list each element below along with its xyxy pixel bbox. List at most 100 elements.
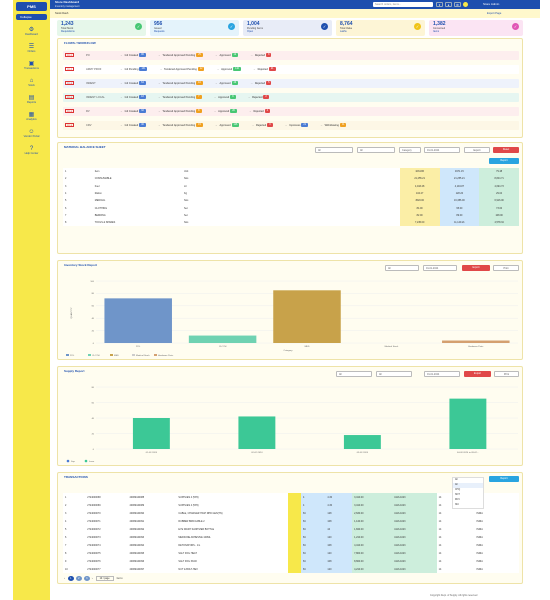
search-input[interactable]: Search orders, items... [373,2,433,7]
stat-card[interactable]: 8,764 Total Value Lakhs ✓ [336,20,425,36]
table-row[interactable]: 9 2724000076 40069440096 SALT FOIL PACK 84 10… [63,557,519,565]
category-select[interactable]: Category [399,147,421,153]
workflow-row[interactable]: PO-2 ARMY PROF → Ind Pending 131 → Tendered Ap… [63,65,519,74]
workflow-step[interactable]: → Withdrawing 11 [320,121,352,130]
table-row[interactable]: 2 2724000069 40069440089 SUPPLIES 4 (5X5) 4 4… [63,501,519,509]
workflow-row[interactable]: PO-5 RV → Ind Created 32 → Tendered Approved P… [63,107,519,116]
workflow-step[interactable]: → Tendered Approved Pending 12 [159,65,210,74]
bell-icon[interactable]: ● [445,2,452,7]
workflow-step[interactable]: → Approved 20 [214,107,243,116]
table-row[interactable]: 4 2724000071 40069440091 RUBBER BRD/CABLE 2… [63,517,519,525]
workflow-step[interactable]: → Approved 9 [214,93,242,102]
table-row[interactable]: 5 2724000072 40069440092 EYE WASH SANITIZER… [63,525,519,533]
supply-print-button[interactable]: Print [494,371,519,377]
nav-item-stock[interactable]: ⌂ Stock [13,78,50,87]
avatar[interactable] [463,2,468,7]
export-page-link[interactable]: Export Page [487,12,502,15]
bar[interactable] [442,340,510,343]
table-row[interactable]: 7 2724000074 40069440094 DETONATORS - 1/L 84… [63,541,519,549]
legend-item[interactable]: Issue [84,459,95,463]
legend-item[interactable]: MED [110,354,119,357]
workflow-step[interactable]: → Tendered Approved Pending 10 [158,79,209,88]
workflow-step[interactable]: → Approved 12 [215,51,244,60]
table-row[interactable]: 2 CONSUMABLE Nos 21,255.21 21,255.21 8,844.71 [63,175,519,183]
stat-card[interactable]: 1,243 Total Stock Requisitions ✓ [57,20,146,36]
nav-item-orders[interactable]: ☰ Orders [13,44,50,53]
supply-date[interactable]: 01-01-2024 [424,371,460,377]
workflow-step[interactable]: → Rejected 5 [250,79,277,88]
workflow-row[interactable]: PO-6 CRV → Ind Created 40 → Tendered Approved … [63,121,519,130]
nav-item-analytics[interactable]: ▦ Analytics [13,112,50,121]
nav-item-help-center[interactable]: ? Help Center [13,146,50,155]
workflow-step[interactable]: → Rejected 21 [253,65,282,74]
workflow-step[interactable]: → Ind Created 18 [120,93,152,102]
stat-card[interactable]: 956 Issued Requests ✓ [150,20,239,36]
inventory-date[interactable]: 01-01-2024 [423,265,457,271]
stat-card[interactable]: 1,004 Pending Items Open ✓ [243,20,332,36]
workflow-step[interactable]: → Tendered Approved Pending 8 [158,107,208,116]
user-name[interactable]: Store Admin [483,2,500,6]
table-row[interactable]: 1 Item Unit 1034.86 4971.15 79.48 [63,168,519,176]
workflow-step[interactable]: → Ind Pending 131 [120,65,153,74]
table-row[interactable]: 8 TOOLS & SPARES Nos 7,245.00 11,149.21 4,578… [63,219,519,227]
bar[interactable] [343,435,381,449]
app-logo[interactable]: PMS [16,2,47,11]
supply-filter-2[interactable]: All [376,371,412,377]
workflow-step[interactable]: → Rejected 4 [249,107,276,116]
page-button[interactable]: 2 [75,576,82,581]
legend-item[interactable]: Sup [66,459,76,463]
dropdown-option[interactable]: CHQ [455,489,461,491]
bar[interactable] [132,418,170,449]
dropdown-option[interactable]: ISU [455,504,459,506]
table-row[interactable]: 1 2724000068 40069440088 SUPPLIES 4 (5X5) 4 4… [63,493,519,501]
bar[interactable] [188,335,257,343]
table-row[interactable]: 10 2724000077 40069440097 NUT & BOLT-HEX 84 1… [63,565,519,573]
dropdown-option[interactable]: NOT [455,494,460,496]
inventory-export-button[interactable]: Export [462,265,490,271]
workflow-row[interactable]: PO-1 PO → Ind Created 96 → Tendered Approved P… [63,51,519,60]
table-row[interactable]: 3 2724000070 40069440090 CABLE, CHARGER HIG… [63,509,519,517]
workflow-step[interactable]: → Tendered Approved Pending 15 [158,121,209,130]
table-row[interactable]: 7 BEDDING Set 82.00 89.00 108.00 [63,211,519,220]
supply-export-button[interactable]: Export [464,371,491,377]
page-button[interactable]: 3 [83,576,90,581]
nav-item-transactions[interactable]: ▣ Transactions [13,61,50,70]
dropdown-option[interactable]: RCV [455,499,460,501]
workflow-step[interactable]: → Approved 110 [216,65,247,74]
filter-icon[interactable]: ▾ [436,2,443,7]
table-row[interactable]: 6 2724000073 40069440093 MEDICINE ADHESIVE … [63,533,519,541]
nav-item-dashboard[interactable]: ⚙ Dashboard [13,27,50,36]
workflow-step[interactable]: → Tendered Approved Pending 7 [158,93,208,102]
workflow-step[interactable]: → Ind Created 64 [120,79,152,88]
bar[interactable] [238,416,276,449]
dropdown-option[interactable]: All [455,479,458,481]
bar[interactable] [104,298,172,343]
date-picker[interactable]: 01-01-2024 [424,147,460,153]
workflow-step[interactable]: → Rejected 8 [250,51,277,60]
legend-item[interactable]: CLOTH [88,354,100,357]
page-size-select[interactable]: 10 / page [95,576,114,581]
next-page-icon[interactable]: › [91,577,93,580]
txn-report-button[interactable]: Report [489,476,519,482]
workflow-step[interactable]: → Approved 49 [215,79,244,88]
workflow-row[interactable]: PO-4 INDENT LOCAL → Ind Created 18 → Tendered … [63,93,519,102]
bar[interactable] [449,398,487,449]
workflow-step[interactable]: → Approved 116 [215,121,246,130]
supply-filter-1[interactable]: All [336,371,372,377]
workflow-step[interactable]: → Ind Created 40 [120,121,152,130]
stat-card[interactable]: 1,382 Consumed Items ✓ [429,20,523,36]
page-button[interactable]: 1 [67,576,74,581]
legend-item[interactable]: Hardware Parts [154,354,174,357]
settings-icon[interactable]: ⚙ [454,2,461,7]
export-button[interactable]: Export [464,147,490,153]
workflow-step[interactable]: → Ind Created 32 [120,107,152,116]
dropdown-option[interactable]: All [453,483,483,488]
filter-select-2[interactable]: All [357,147,395,153]
legend-item[interactable]: POL [66,354,75,357]
workflow-step[interactable]: → Rejected 2 [248,93,275,102]
prev-page-icon[interactable]: ‹ [64,577,65,580]
breadcrumb-item[interactable]: Stock Dash [55,12,69,15]
table-row[interactable]: 6 CLOTHING Set 84.00 95.00 73.00 [63,204,519,212]
table-row[interactable]: 8 2724000075 40069440095 SALT FOIL HEAT 84 12… [63,549,519,557]
workflow-step[interactable]: → Inprocess 21 [285,121,315,130]
